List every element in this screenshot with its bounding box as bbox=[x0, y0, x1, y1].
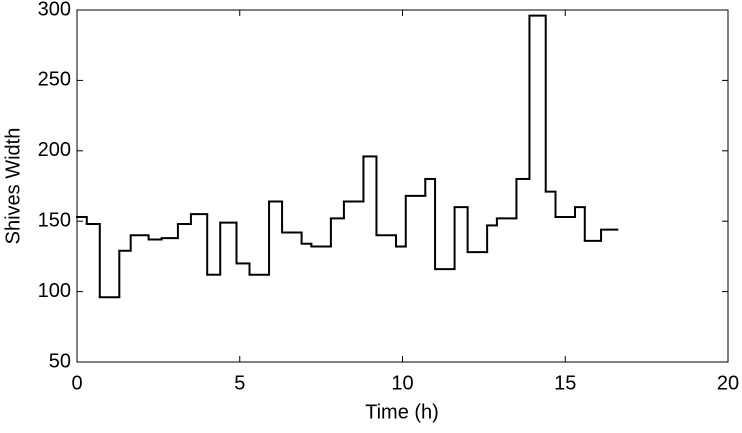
y-tick-label: 200 bbox=[38, 139, 71, 161]
x-tick-label: 5 bbox=[234, 372, 245, 394]
y-tick-label: 100 bbox=[38, 280, 71, 302]
x-tick-label: 20 bbox=[717, 372, 739, 394]
y-tick-label: 150 bbox=[38, 209, 71, 231]
x-tick-label: 10 bbox=[391, 372, 413, 394]
x-tick-label: 15 bbox=[554, 372, 576, 394]
plot-area bbox=[76, 9, 729, 363]
y-tick-label: 50 bbox=[49, 350, 71, 372]
y-axis-label: Shives Width bbox=[2, 128, 24, 245]
x-axis-label: Time (h) bbox=[365, 401, 439, 423]
y-tick-label: 250 bbox=[38, 69, 71, 91]
x-tick-label: 0 bbox=[71, 372, 82, 394]
y-tick-label: 300 bbox=[38, 0, 71, 20]
